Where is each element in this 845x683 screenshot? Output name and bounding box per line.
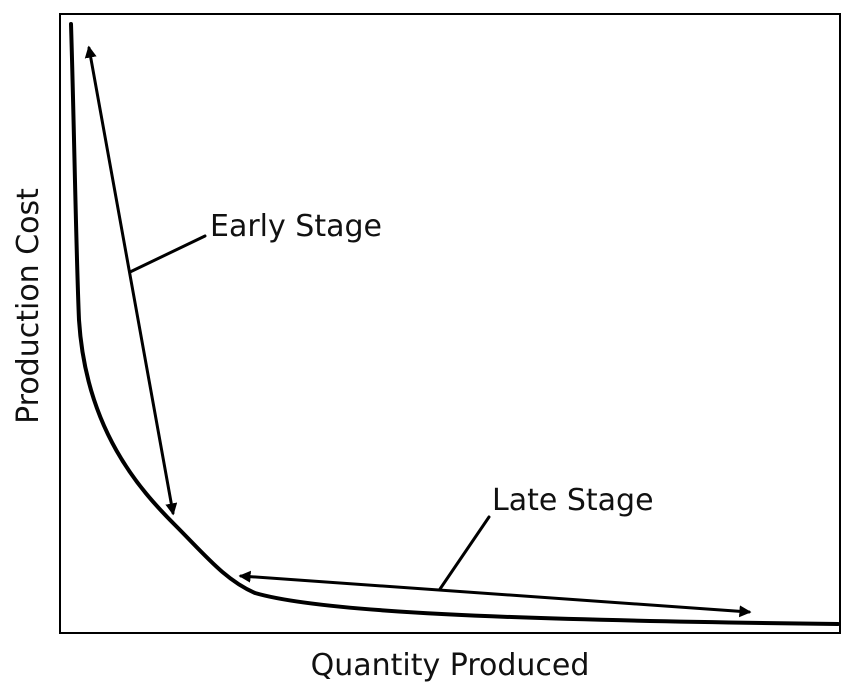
- x-axis-label: Quantity Produced: [311, 648, 590, 683]
- y-axis-label: Production Cost: [11, 188, 46, 424]
- annotation: Early Stage: [210, 209, 382, 244]
- annotation: Late Stage: [492, 483, 654, 518]
- cost-curve: [69, 22, 840, 626]
- early-stage-arrow: [84, 45, 178, 516]
- late-stage-arrow: [238, 570, 752, 618]
- late-stage-pointer: [438, 515, 491, 591]
- plot-frame: [59, 13, 841, 634]
- early-stage-pointer: [128, 234, 207, 274]
